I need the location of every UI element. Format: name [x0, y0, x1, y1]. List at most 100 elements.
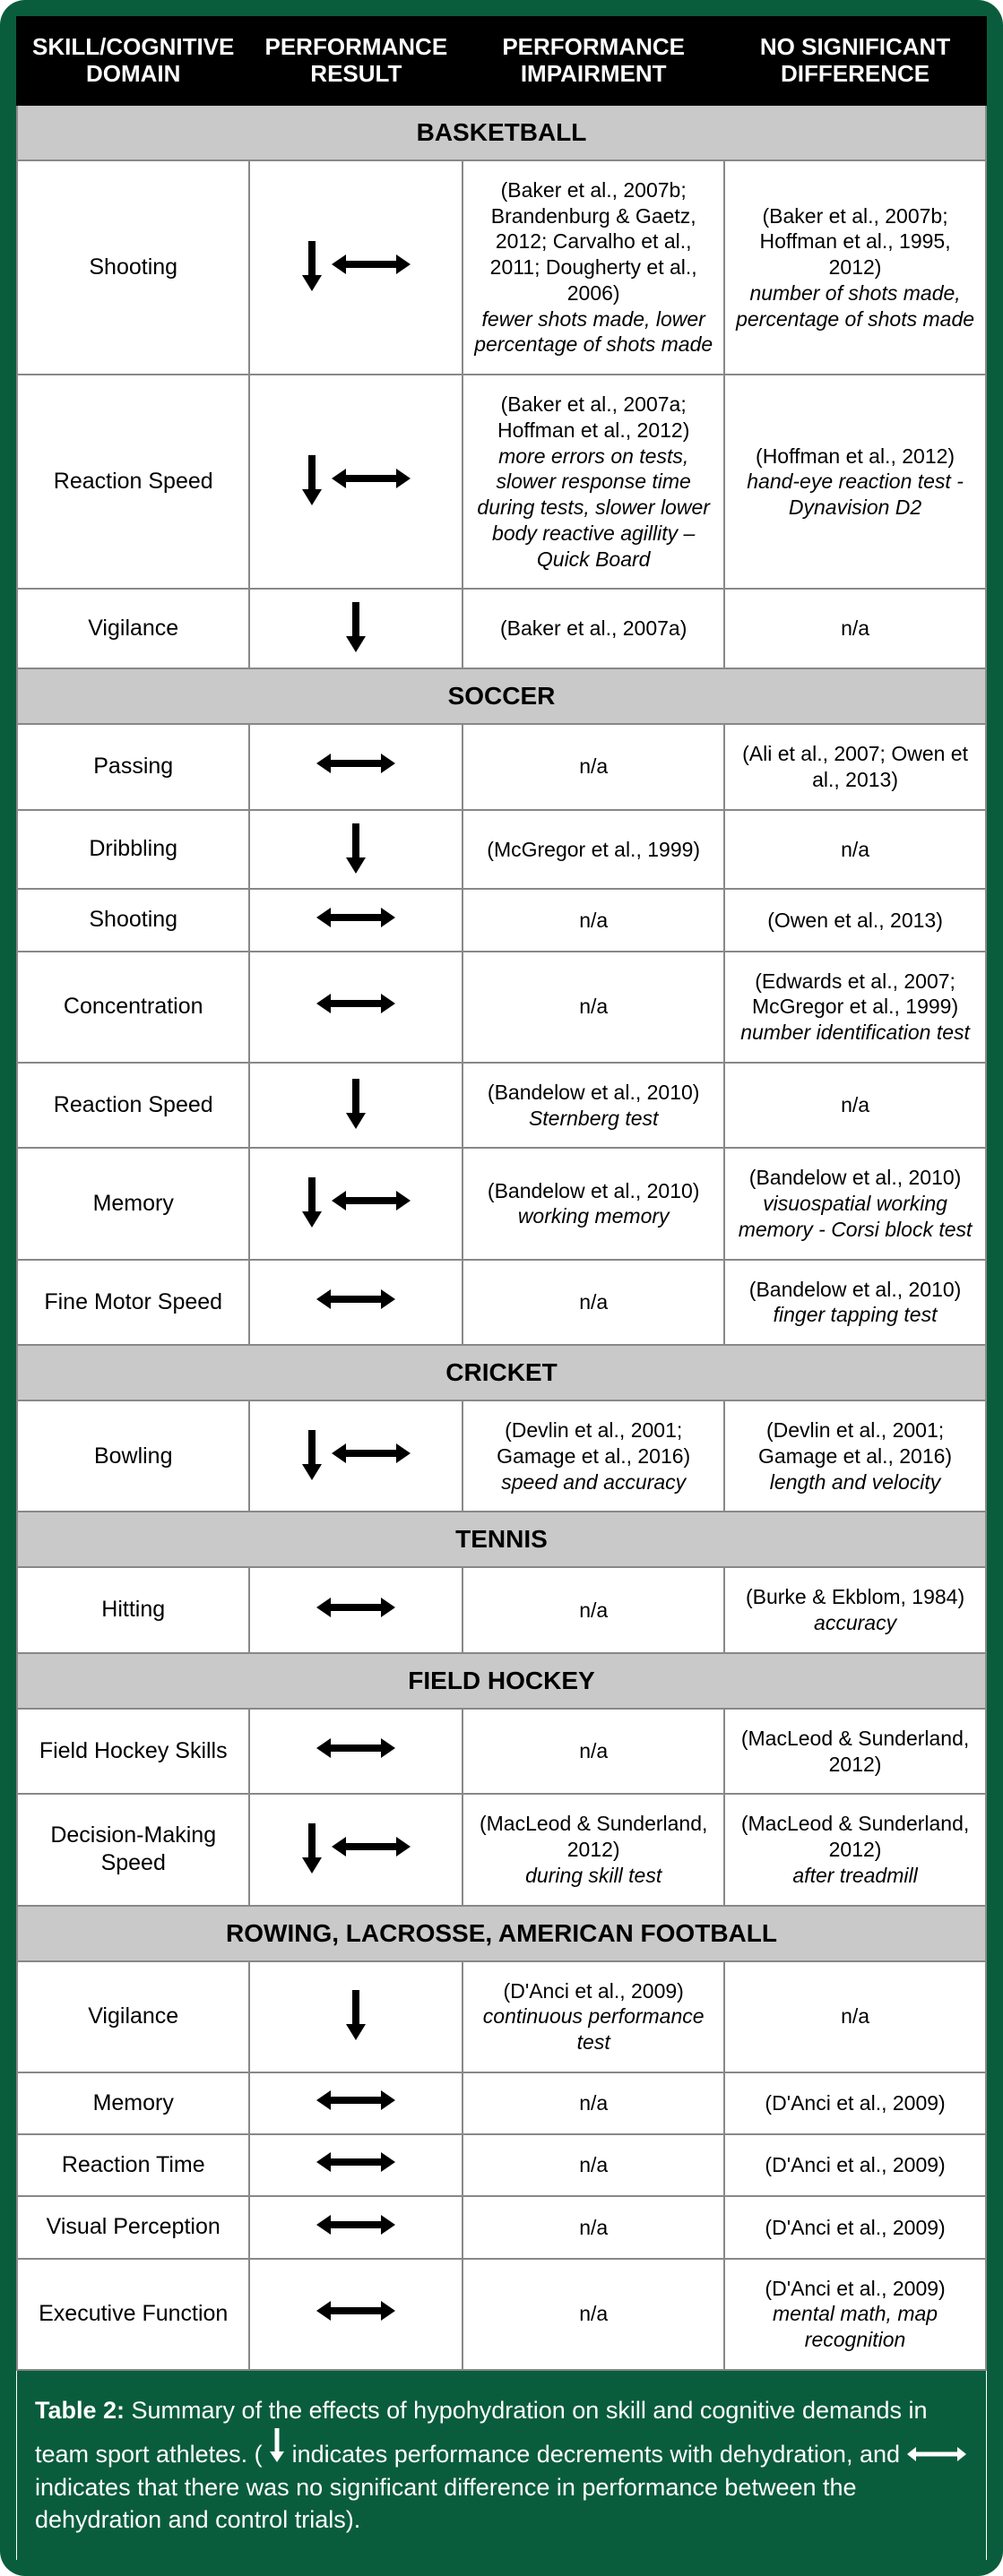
skill-cell: Decision-Making Speed: [17, 1794, 249, 1905]
skill-cell: Shooting: [17, 160, 249, 375]
horiz-arrow-icon: [316, 2089, 395, 2111]
down-arrow-icon: [345, 599, 367, 652]
header-skill: SKILL/COGNITIVE DOMAIN: [17, 17, 249, 105]
table-row: Reaction Timen/a(D'Anci et al., 2009): [17, 2134, 986, 2196]
impairment-cell: (Baker et al., 2007b; Brandenburg & Gaet…: [463, 160, 724, 375]
table-row: Field Hockey Skillsn/a(MacLeod & Sunderl…: [17, 1709, 986, 1795]
table-row: Memoryn/a(D'Anci et al., 2009): [17, 2072, 986, 2134]
horiz-arrow-icon: [316, 907, 395, 928]
horiz-arrow-icon: [316, 2214, 395, 2236]
result-cell: [249, 810, 463, 890]
summary-table: SKILL/COGNITIVE DOMAIN PERFORMANCE RESUL…: [16, 16, 987, 2560]
section-title: SOCCER: [17, 668, 986, 724]
table-row: Executive Functionn/a(D'Anci et al., 200…: [17, 2259, 986, 2370]
header-nsd: NO SIGNIFICANT DIFFERENCE: [724, 17, 986, 105]
result-cell: [249, 1794, 463, 1905]
table-row: Passingn/a(Ali et al., 2007; Owen et al.…: [17, 724, 986, 810]
caption-row: Table 2: Summary of the effects of hypoh…: [17, 2370, 986, 2560]
result-cell: [249, 1961, 463, 2072]
nsd-cell: n/a: [724, 1063, 986, 1149]
section-row: FIELD HOCKEY: [17, 1653, 986, 1709]
impairment-cell: n/a: [463, 2196, 724, 2258]
section-row: CRICKET: [17, 1345, 986, 1400]
table-row: Visual Perception n/a(D'Anci et al., 2009…: [17, 2196, 986, 2258]
horiz-arrow-icon: [316, 2300, 395, 2322]
caption-text-2: indicates performance decrements with de…: [285, 2441, 906, 2468]
nsd-cell: (MacLeod & Sunderland, 2012)after treadm…: [724, 1794, 986, 1905]
impairment-cell: (McGregor et al., 1999): [463, 810, 724, 890]
impairment-cell: n/a: [463, 1260, 724, 1346]
nsd-cell: (Hoffman et al., 2012)hand-eye reaction …: [724, 375, 986, 589]
section-row: TENNIS: [17, 1512, 986, 1567]
skill-cell: Visual Perception: [17, 2196, 249, 2258]
result-cell: [249, 889, 463, 951]
result-cell: [249, 1709, 463, 1795]
caption-label: Table 2:: [35, 2397, 125, 2424]
caption-text-3: indicates that there was no significant …: [35, 2474, 857, 2533]
nsd-cell: (Devlin et al., 2001; Gamage et al., 201…: [724, 1400, 986, 1512]
horiz-arrow-icon: [907, 2446, 966, 2462]
horiz-arrow-icon: [316, 993, 395, 1014]
result-cell: [249, 1260, 463, 1346]
table-row: Dribbling(McGregor et al., 1999)n/a: [17, 810, 986, 890]
table-row: Shooting n/a(Owen et al., 2013): [17, 889, 986, 951]
skill-cell: Concentration: [17, 952, 249, 1063]
impairment-cell: n/a: [463, 1709, 724, 1795]
impairment-cell: n/a: [463, 952, 724, 1063]
skill-cell: Memory: [17, 2072, 249, 2134]
result-cell: [249, 952, 463, 1063]
section-row: BASKETBALL: [17, 105, 986, 160]
down-arrow-icon: [301, 1426, 323, 1480]
nsd-cell: (D'Anci et al., 2009): [724, 2072, 986, 2134]
nsd-cell: (Owen et al., 2013): [724, 889, 986, 951]
table-row: Memory(Bandelow et al., 2010)working mem…: [17, 1148, 986, 1259]
table-row: Concentrationn/a(Edwards et al., 2007; M…: [17, 952, 986, 1063]
table-row: Vigilance(D'Anci et al., 2009)continuous…: [17, 1961, 986, 2072]
nsd-cell: (Ali et al., 2007; Owen et al., 2013): [724, 724, 986, 810]
down-arrow-icon: [301, 452, 323, 505]
skill-cell: Vigilance: [17, 589, 249, 668]
horiz-arrow-icon: [316, 1737, 395, 1759]
impairment-cell: n/a: [463, 2134, 724, 2196]
table-row: Reaction Speed(Baker et al., 2007a; Hoff…: [17, 375, 986, 589]
horiz-arrow-icon: [332, 254, 411, 275]
result-cell: [249, 1148, 463, 1259]
impairment-cell: (D'Anci et al., 2009)continuous performa…: [463, 1961, 724, 2072]
section-title: CRICKET: [17, 1345, 986, 1400]
nsd-cell: n/a: [724, 589, 986, 668]
result-cell: [249, 1400, 463, 1512]
result-cell: [249, 724, 463, 810]
impairment-cell: (Bandelow et al., 2010)Sternberg test: [463, 1063, 724, 1149]
impairment-cell: (Devlin et al., 2001; Gamage et al., 201…: [463, 1400, 724, 1512]
result-cell: [249, 2134, 463, 2196]
horiz-arrow-icon: [316, 753, 395, 774]
horiz-arrow-icon: [332, 468, 411, 489]
result-cell: [249, 1063, 463, 1149]
table-row: Bowling (Devlin et al., 2001; Gamage et a…: [17, 1400, 986, 1512]
nsd-cell: (Baker et al., 2007b; Hoffman et al., 19…: [724, 160, 986, 375]
horiz-arrow-icon: [316, 1288, 395, 1310]
nsd-cell: (Burke & Ekblom, 1984)accuracy: [724, 1567, 986, 1653]
table-row: Vigilance(Baker et al., 2007a)n/a: [17, 589, 986, 668]
down-arrow-icon: [301, 1820, 323, 1874]
skill-cell: Fine Motor Speed: [17, 1260, 249, 1346]
skill-cell: Reaction Speed: [17, 1063, 249, 1149]
nsd-cell: (D'Anci et al., 2009)mental math, map re…: [724, 2259, 986, 2370]
section-title: FIELD HOCKEY: [17, 1653, 986, 1709]
horiz-arrow-icon: [316, 1597, 395, 1618]
impairment-cell: (MacLeod & Sunderland, 2012)during skill…: [463, 1794, 724, 1905]
skill-cell: Shooting: [17, 889, 249, 951]
impairment-cell: n/a: [463, 889, 724, 951]
nsd-cell: (D'Anci et al., 2009): [724, 2196, 986, 2258]
impairment-cell: n/a: [463, 724, 724, 810]
impairment-cell: n/a: [463, 2259, 724, 2370]
header-impairment: PERFORMANCE IMPAIRMENT: [463, 17, 724, 105]
skill-cell: Bowling: [17, 1400, 249, 1512]
nsd-cell: (MacLeod & Sunderland, 2012): [724, 1709, 986, 1795]
result-cell: [249, 160, 463, 375]
horiz-arrow-icon: [332, 1443, 411, 1464]
nsd-cell: n/a: [724, 1961, 986, 2072]
skill-cell: Memory: [17, 1148, 249, 1259]
table-row: Reaction Speed (Bandelow et al., 2010)Ste…: [17, 1063, 986, 1149]
horiz-arrow-icon: [332, 1836, 411, 1857]
